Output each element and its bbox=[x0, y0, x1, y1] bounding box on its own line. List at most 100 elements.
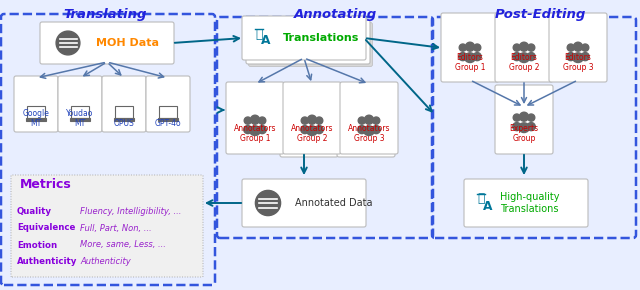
Ellipse shape bbox=[315, 126, 323, 134]
Circle shape bbox=[573, 42, 582, 51]
Text: Translations: Translations bbox=[283, 33, 360, 43]
Circle shape bbox=[582, 44, 589, 51]
Text: Editors
Group 3: Editors Group 3 bbox=[563, 52, 593, 72]
Circle shape bbox=[255, 191, 280, 215]
FancyBboxPatch shape bbox=[340, 82, 398, 154]
Ellipse shape bbox=[581, 52, 589, 61]
Text: Authenticity: Authenticity bbox=[17, 258, 77, 267]
Circle shape bbox=[513, 114, 520, 121]
FancyBboxPatch shape bbox=[102, 76, 146, 132]
Ellipse shape bbox=[573, 53, 584, 63]
Ellipse shape bbox=[527, 52, 535, 61]
Text: Post-Editing: Post-Editing bbox=[494, 8, 586, 21]
FancyBboxPatch shape bbox=[441, 13, 499, 82]
FancyBboxPatch shape bbox=[11, 175, 203, 277]
Ellipse shape bbox=[513, 52, 521, 61]
Ellipse shape bbox=[250, 126, 260, 135]
FancyBboxPatch shape bbox=[283, 82, 341, 154]
Text: A: A bbox=[483, 200, 493, 213]
FancyBboxPatch shape bbox=[495, 85, 553, 154]
Circle shape bbox=[250, 115, 259, 124]
Bar bbox=[72, 106, 88, 118]
Circle shape bbox=[465, 42, 474, 51]
FancyBboxPatch shape bbox=[40, 22, 174, 64]
Circle shape bbox=[244, 117, 252, 124]
Text: Annotators
Group 1: Annotators Group 1 bbox=[234, 124, 276, 143]
Circle shape bbox=[520, 112, 529, 121]
FancyBboxPatch shape bbox=[246, 20, 370, 64]
Ellipse shape bbox=[473, 52, 481, 61]
Ellipse shape bbox=[358, 126, 366, 134]
Text: Metrics: Metrics bbox=[20, 177, 72, 191]
FancyBboxPatch shape bbox=[337, 85, 395, 157]
Circle shape bbox=[567, 44, 575, 51]
Circle shape bbox=[527, 114, 535, 121]
Text: A: A bbox=[261, 35, 271, 48]
Text: Quality: Quality bbox=[17, 206, 52, 215]
Text: Annotated Data: Annotated Data bbox=[295, 198, 372, 208]
Text: Full, Part, Non, ...: Full, Part, Non, ... bbox=[80, 224, 152, 233]
Circle shape bbox=[372, 117, 380, 124]
Text: Editors
Group 2: Editors Group 2 bbox=[509, 52, 540, 72]
Circle shape bbox=[301, 117, 308, 124]
Text: High-quality
Translations: High-quality Translations bbox=[500, 192, 559, 214]
Text: Experts
Group: Experts Group bbox=[509, 124, 539, 143]
FancyBboxPatch shape bbox=[242, 16, 366, 60]
Ellipse shape bbox=[307, 126, 317, 135]
Text: 文: 文 bbox=[255, 28, 262, 41]
Circle shape bbox=[513, 44, 520, 51]
Ellipse shape bbox=[372, 126, 380, 134]
Text: 文: 文 bbox=[477, 193, 484, 206]
Text: Annotating: Annotating bbox=[293, 8, 376, 21]
FancyBboxPatch shape bbox=[248, 23, 372, 66]
Bar bbox=[157, 118, 179, 121]
Text: Authenticity: Authenticity bbox=[80, 258, 131, 267]
Bar bbox=[159, 106, 177, 118]
FancyBboxPatch shape bbox=[549, 13, 607, 82]
Bar bbox=[26, 118, 47, 121]
FancyBboxPatch shape bbox=[226, 82, 284, 154]
Circle shape bbox=[316, 117, 323, 124]
Circle shape bbox=[259, 117, 266, 124]
FancyBboxPatch shape bbox=[280, 85, 338, 157]
Circle shape bbox=[56, 31, 80, 55]
Circle shape bbox=[474, 44, 481, 51]
Text: Translating: Translating bbox=[63, 8, 147, 21]
Ellipse shape bbox=[527, 123, 535, 131]
Text: Annotators
Group 3: Annotators Group 3 bbox=[348, 124, 390, 143]
Ellipse shape bbox=[258, 126, 266, 134]
Bar bbox=[70, 118, 90, 121]
Ellipse shape bbox=[513, 123, 521, 131]
Text: GPT-4o: GPT-4o bbox=[155, 119, 181, 128]
Text: Emotion: Emotion bbox=[17, 240, 57, 249]
Text: More, same, Less, ...: More, same, Less, ... bbox=[80, 240, 166, 249]
FancyBboxPatch shape bbox=[58, 76, 102, 132]
FancyBboxPatch shape bbox=[14, 76, 58, 132]
FancyBboxPatch shape bbox=[242, 179, 366, 227]
Ellipse shape bbox=[518, 123, 529, 133]
Ellipse shape bbox=[301, 126, 309, 134]
FancyBboxPatch shape bbox=[11, 175, 203, 199]
Circle shape bbox=[460, 44, 467, 51]
Bar bbox=[28, 106, 45, 118]
Circle shape bbox=[520, 42, 529, 51]
Text: Fluency, Intelligibility, ...: Fluency, Intelligibility, ... bbox=[80, 206, 181, 215]
Ellipse shape bbox=[465, 53, 476, 63]
Ellipse shape bbox=[244, 126, 252, 134]
Text: Editors
Group 1: Editors Group 1 bbox=[455, 52, 485, 72]
Bar bbox=[113, 118, 134, 121]
FancyBboxPatch shape bbox=[495, 13, 553, 82]
Circle shape bbox=[365, 115, 374, 124]
Ellipse shape bbox=[459, 52, 467, 61]
Text: Youdao
MT: Youdao MT bbox=[67, 108, 93, 128]
Text: Equivalence: Equivalence bbox=[17, 224, 76, 233]
Text: OPUS: OPUS bbox=[114, 119, 134, 128]
Circle shape bbox=[527, 44, 535, 51]
Text: Google
MT: Google MT bbox=[22, 108, 49, 128]
Ellipse shape bbox=[567, 52, 575, 61]
FancyBboxPatch shape bbox=[146, 76, 190, 132]
FancyBboxPatch shape bbox=[464, 179, 588, 227]
Circle shape bbox=[307, 115, 317, 124]
Text: MOH Data: MOH Data bbox=[96, 38, 159, 48]
Ellipse shape bbox=[518, 53, 529, 63]
